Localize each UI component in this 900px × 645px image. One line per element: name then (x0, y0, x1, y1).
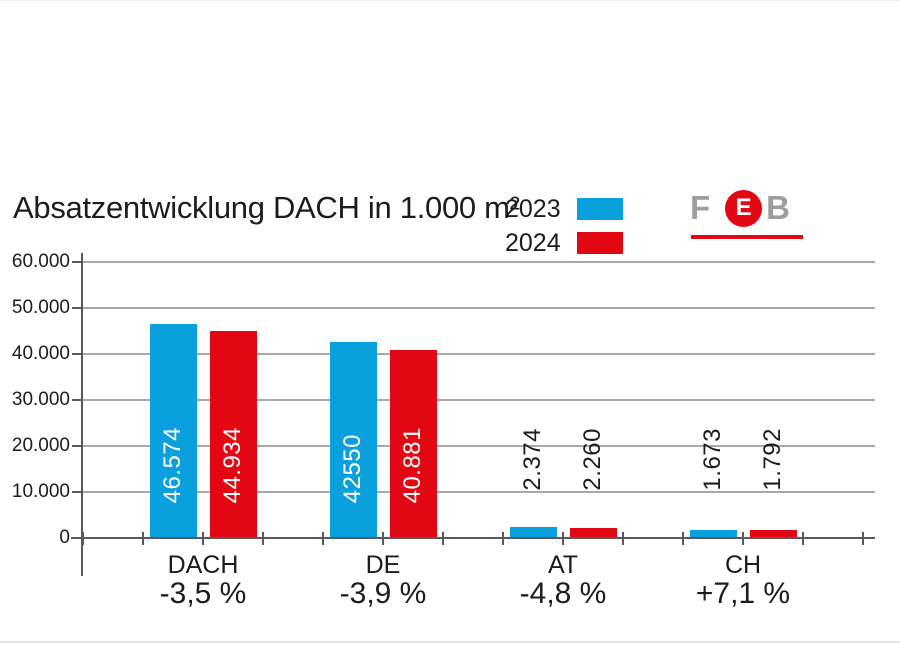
legend-label-2023: 2023 (505, 194, 561, 223)
gridline (82, 491, 875, 493)
x-tick (82, 532, 84, 545)
y-tick (72, 353, 83, 355)
x-tick (622, 532, 624, 545)
x-tick (802, 532, 804, 545)
y-axis-label: 50.000 (11, 297, 70, 318)
bar-value-label-2024-CH: 1.792 (759, 428, 786, 491)
legend-swatch-2024 (577, 232, 623, 254)
change-label-DACH: -3,5 % (159, 577, 247, 610)
gridline (82, 307, 875, 309)
bar-value-label-2023-DE: 42550 (339, 433, 366, 503)
y-tick (72, 399, 83, 401)
bar-value-label-2023-CH: 1.673 (699, 428, 726, 491)
bar-value-label-2024-DE: 40.881 (399, 426, 426, 503)
y-axis-label: 20.000 (11, 435, 70, 456)
feb-logo-letters: F E B (690, 189, 790, 227)
bar-2023-AT (509, 527, 557, 538)
logo-circle: E (725, 189, 763, 227)
legend-label-2024: 2024 (505, 228, 561, 257)
chart-title: Absatzentwicklung DACH in 1.000 m² (13, 190, 520, 225)
y-tick (72, 307, 83, 309)
bar-value-label-2023-AT: 2.374 (519, 428, 546, 491)
y-tick (72, 261, 83, 263)
bar-2023-CH (689, 530, 737, 538)
logo-letter-b: B (766, 189, 791, 226)
logo-letter-e: E (735, 194, 752, 221)
bar-value-label-2024-DACH: 44.934 (219, 426, 246, 503)
logo-underline (691, 235, 803, 239)
logo-letter-f: F (690, 189, 711, 226)
y-axis-label: 0 (59, 527, 70, 548)
x-tick (562, 532, 564, 545)
bar-2023-DE (329, 342, 377, 538)
bottom-edge-line (0, 641, 900, 643)
legend-swatch-2023 (577, 198, 623, 220)
x-tick (682, 532, 684, 545)
x-tick (862, 532, 864, 545)
gridline (82, 353, 875, 355)
x-tick (322, 532, 324, 545)
gridline (82, 399, 875, 401)
bar-value-label-2023-DACH: 46.574 (159, 426, 186, 503)
y-axis-line (81, 253, 83, 576)
gridline (82, 261, 875, 263)
x-tick (262, 532, 264, 545)
x-tick (742, 532, 744, 545)
bar-value-label-2024-AT: 2.260 (579, 428, 606, 491)
category-label-DE: DE (365, 551, 401, 579)
y-axis-label: 10.000 (11, 481, 70, 502)
bar-2024-AT (569, 527, 617, 538)
x-tick (442, 532, 444, 545)
gridline (82, 445, 875, 447)
x-tick (202, 532, 204, 545)
x-axis-line (71, 537, 875, 539)
category-label-CH: CH (724, 551, 762, 579)
y-axis-label: 60.000 (11, 251, 70, 272)
x-tick (142, 532, 144, 545)
legend-item-2023: 2023 (505, 194, 623, 223)
y-tick (72, 445, 83, 447)
y-axis-label: 30.000 (11, 389, 70, 410)
change-label-AT: -4,8 % (519, 577, 607, 610)
bar-2024-DACH (209, 331, 257, 538)
change-label-CH: +7,1 % (695, 577, 791, 610)
x-tick (382, 532, 384, 545)
y-tick (72, 491, 83, 493)
bar-2024-DE (389, 349, 437, 538)
bar-2023-DACH (149, 323, 197, 538)
category-label-AT: AT (547, 551, 579, 579)
bar-2024-CH (749, 529, 797, 538)
legend-item-2024: 2024 (505, 228, 623, 257)
y-axis-label: 40.000 (11, 343, 70, 364)
change-label-DE: -3,9 % (339, 577, 427, 610)
category-label-DACH: DACH (167, 551, 239, 579)
feb-logo: F E B (690, 189, 805, 241)
x-tick (502, 532, 504, 545)
